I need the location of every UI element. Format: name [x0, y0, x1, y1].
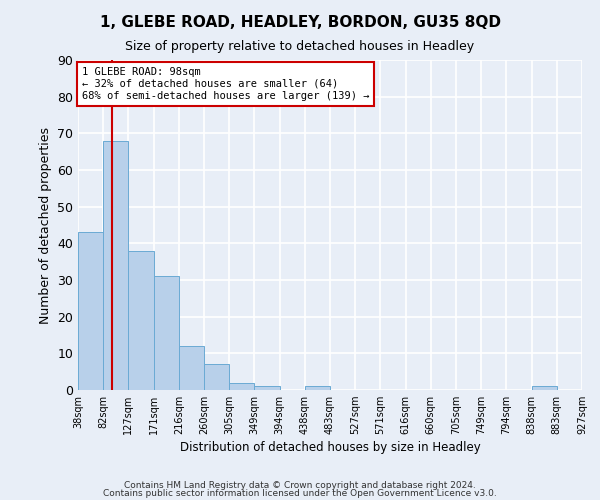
Bar	[103, 140, 128, 390]
Bar	[305, 386, 330, 390]
X-axis label: Distribution of detached houses by size in Headley: Distribution of detached houses by size …	[179, 442, 481, 454]
Y-axis label: Number of detached properties: Number of detached properties	[38, 126, 52, 324]
Bar	[229, 382, 254, 390]
Text: Contains HM Land Registry data © Crown copyright and database right 2024.: Contains HM Land Registry data © Crown c…	[124, 480, 476, 490]
Text: Size of property relative to detached houses in Headley: Size of property relative to detached ho…	[125, 40, 475, 53]
Bar	[532, 386, 557, 390]
Text: 1 GLEBE ROAD: 98sqm
← 32% of detached houses are smaller (64)
68% of semi-detach: 1 GLEBE ROAD: 98sqm ← 32% of detached ho…	[82, 68, 369, 100]
Bar	[254, 386, 280, 390]
Text: 1, GLEBE ROAD, HEADLEY, BORDON, GU35 8QD: 1, GLEBE ROAD, HEADLEY, BORDON, GU35 8QD	[100, 15, 500, 30]
Bar	[154, 276, 179, 390]
Bar	[78, 232, 103, 390]
Bar	[128, 250, 154, 390]
Bar	[179, 346, 204, 390]
Bar	[204, 364, 229, 390]
Text: Contains public sector information licensed under the Open Government Licence v3: Contains public sector information licen…	[103, 489, 497, 498]
